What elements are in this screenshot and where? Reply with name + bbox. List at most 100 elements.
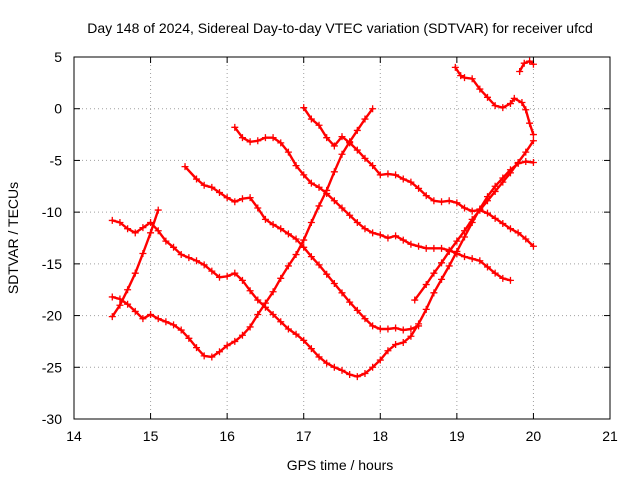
data-point <box>185 254 193 262</box>
data-point <box>330 363 338 371</box>
data-point <box>514 229 522 237</box>
data-point <box>516 67 524 75</box>
data-point <box>124 225 132 233</box>
data-point <box>200 352 208 360</box>
data-point <box>384 170 392 178</box>
data-point <box>384 347 392 355</box>
data-point <box>468 255 476 263</box>
data-point <box>231 123 239 131</box>
data-point <box>422 281 430 289</box>
y-tick-label: -15 <box>42 256 62 272</box>
data-point <box>415 322 423 330</box>
data-point <box>284 262 292 270</box>
plot-frame <box>73 56 611 420</box>
data-point <box>315 202 323 210</box>
data-point <box>346 139 354 147</box>
data-point <box>407 325 415 333</box>
data-point <box>376 171 384 179</box>
data-point <box>384 325 392 333</box>
data-point <box>284 230 292 238</box>
data-point <box>246 323 254 331</box>
data-point <box>315 121 323 129</box>
data-point <box>483 263 491 271</box>
data-point <box>108 293 116 301</box>
y-tick-label: -20 <box>42 308 62 324</box>
y-tick-label: -10 <box>42 204 62 220</box>
x-tick-label: 18 <box>372 428 388 444</box>
data-point <box>422 244 430 252</box>
data-point <box>330 197 338 205</box>
data-point <box>154 315 162 323</box>
data-point <box>522 148 530 156</box>
data-point <box>261 215 269 223</box>
data-point <box>407 178 415 186</box>
x-axis-label: GPS time / hours <box>287 457 394 473</box>
data-point <box>170 243 178 251</box>
data-point <box>415 184 423 192</box>
y-tick-label: -30 <box>42 411 62 427</box>
data-point <box>361 225 369 233</box>
data-point <box>457 72 465 80</box>
data-point <box>254 137 262 145</box>
data-point <box>430 197 438 205</box>
data-point <box>468 215 476 223</box>
data-point <box>361 369 369 377</box>
data-point <box>453 250 461 258</box>
data-point <box>116 218 124 226</box>
data-point <box>185 334 193 342</box>
data-point <box>261 134 269 142</box>
y-tick-label: -25 <box>42 359 62 375</box>
data-point <box>181 163 189 171</box>
data-point <box>139 250 147 258</box>
data-point <box>200 261 208 269</box>
series-line <box>518 59 535 73</box>
data-point <box>323 270 331 278</box>
data-point <box>415 242 423 250</box>
data-point <box>139 224 147 232</box>
data-point <box>476 206 484 214</box>
data-point <box>215 188 223 196</box>
data-point <box>307 218 315 226</box>
data-point <box>154 227 162 235</box>
data-point <box>315 183 323 191</box>
data-point <box>269 221 277 229</box>
data-tracks <box>108 57 537 381</box>
data-point <box>231 337 239 345</box>
data-point <box>338 133 346 141</box>
series-track-4 <box>181 163 423 334</box>
data-point <box>147 229 155 237</box>
data-point <box>292 235 300 243</box>
x-tick-label: 19 <box>449 428 465 444</box>
data-point <box>238 195 246 203</box>
data-point <box>491 269 499 277</box>
data-point <box>147 311 155 319</box>
data-point <box>292 330 300 338</box>
series-line <box>302 106 535 248</box>
data-point <box>506 100 514 108</box>
axis-ticks <box>73 56 611 420</box>
y-axis-label: SDTVAR / TECUs <box>5 182 21 294</box>
data-point <box>445 247 453 255</box>
data-point <box>254 296 262 304</box>
data-point <box>499 178 507 186</box>
data-point <box>361 115 369 123</box>
data-point <box>215 273 223 281</box>
data-point <box>499 104 507 112</box>
data-point <box>399 326 407 334</box>
data-point <box>292 251 300 259</box>
data-point <box>269 311 277 319</box>
data-point <box>208 267 216 275</box>
x-tick-label: 15 <box>143 428 159 444</box>
data-point <box>238 276 246 284</box>
data-point <box>411 296 419 304</box>
data-point <box>315 353 323 361</box>
tick-labels: 14 15 16 17 18 19 20 21 -30 -25 -20 -15 -10 -5 0 5 <box>42 49 618 444</box>
data-point <box>315 261 323 269</box>
data-point <box>529 242 537 250</box>
data-point <box>353 306 361 314</box>
data-point <box>238 134 246 142</box>
data-point <box>261 299 269 307</box>
data-point <box>284 148 292 156</box>
data-point <box>491 214 499 222</box>
